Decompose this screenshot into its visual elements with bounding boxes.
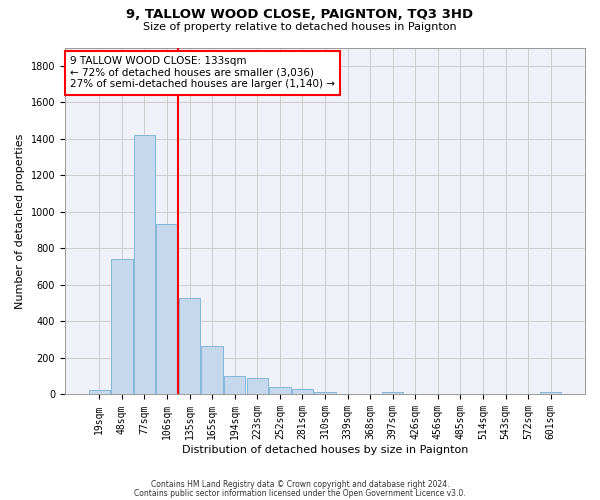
Bar bbox=[134, 135, 155, 394]
Bar bbox=[224, 376, 245, 394]
Text: 9, TALLOW WOOD CLOSE, PAIGNTON, TQ3 3HD: 9, TALLOW WOOD CLOSE, PAIGNTON, TQ3 3HD bbox=[127, 8, 473, 20]
Bar bbox=[179, 298, 200, 394]
Bar bbox=[540, 392, 562, 394]
Y-axis label: Number of detached properties: Number of detached properties bbox=[15, 134, 25, 308]
Bar bbox=[382, 392, 403, 394]
Text: 9 TALLOW WOOD CLOSE: 133sqm
← 72% of detached houses are smaller (3,036)
27% of : 9 TALLOW WOOD CLOSE: 133sqm ← 72% of det… bbox=[70, 56, 335, 90]
Bar bbox=[247, 378, 268, 394]
Bar bbox=[202, 346, 223, 395]
X-axis label: Distribution of detached houses by size in Paignton: Distribution of detached houses by size … bbox=[182, 445, 468, 455]
Bar bbox=[111, 260, 133, 394]
Bar bbox=[292, 390, 313, 394]
Text: Size of property relative to detached houses in Paignton: Size of property relative to detached ho… bbox=[143, 22, 457, 32]
Bar bbox=[314, 392, 335, 394]
Bar bbox=[269, 387, 290, 394]
Text: Contains public sector information licensed under the Open Government Licence v3: Contains public sector information licen… bbox=[134, 488, 466, 498]
Bar bbox=[89, 390, 110, 394]
Text: Contains HM Land Registry data © Crown copyright and database right 2024.: Contains HM Land Registry data © Crown c… bbox=[151, 480, 449, 489]
Bar bbox=[156, 224, 178, 394]
